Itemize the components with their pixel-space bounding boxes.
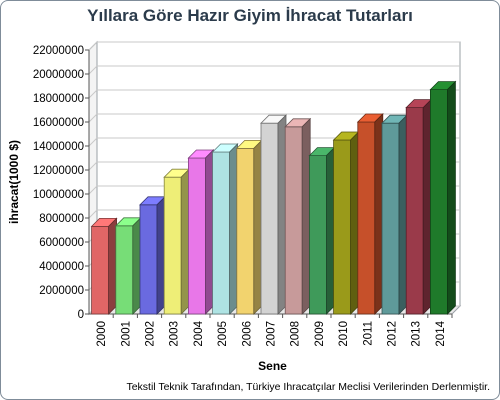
x-tick-label: 2006 xyxy=(241,321,253,347)
y-tick-label: 18000000 xyxy=(33,93,84,105)
bar-front xyxy=(163,176,182,315)
gridline-side xyxy=(88,161,98,171)
gridline-side xyxy=(88,89,98,99)
bar-front xyxy=(139,204,158,315)
y-tick-label: 14000000 xyxy=(33,141,84,153)
bar-front xyxy=(91,225,109,315)
x-tick-label: 2005 xyxy=(217,321,229,347)
gridline-side xyxy=(88,185,98,195)
bar-side xyxy=(325,146,335,315)
x-tick-label: 2010 xyxy=(338,321,350,347)
bar xyxy=(211,143,239,315)
bar xyxy=(332,131,360,315)
gridline-side xyxy=(88,209,98,219)
y-tick-label: 16000000 xyxy=(33,117,84,129)
x-axis-title: Sene xyxy=(258,359,287,373)
y-tick-label: 20000000 xyxy=(33,69,84,81)
x-tick-label: 2003 xyxy=(169,321,181,347)
bar xyxy=(429,80,457,315)
bar xyxy=(163,168,191,315)
source-note: Tekstil Teknik Tarafından, Türkiye Ihrac… xyxy=(126,381,490,393)
y-tick-label: 6000000 xyxy=(39,237,84,249)
x-tick-label: 2012 xyxy=(387,321,399,347)
y-tick-label: 0 xyxy=(78,309,84,321)
y-tick-label: 10000000 xyxy=(33,189,84,201)
bar-front xyxy=(236,147,255,315)
gridline-side xyxy=(88,41,98,51)
bar-side xyxy=(108,217,117,315)
bar-side xyxy=(253,139,263,315)
bar-front xyxy=(212,151,231,315)
bar-front xyxy=(357,121,376,315)
x-tick-label: 2001 xyxy=(120,321,132,347)
chart-labels: 0 2000000 4000000 6000000 8000000 10000000 120… xyxy=(7,45,447,373)
x-tick-label: 2000 xyxy=(96,321,108,347)
y-tick-label: 22000000 xyxy=(33,45,84,57)
y-tick-label: 12000000 xyxy=(33,165,84,177)
bar-front xyxy=(308,155,327,315)
x-tick-label: 2004 xyxy=(193,320,205,346)
bar xyxy=(405,98,433,315)
bar-side xyxy=(374,113,384,315)
bar xyxy=(114,216,142,315)
x-tick-label: 2009 xyxy=(314,321,326,347)
gridline-side xyxy=(88,137,98,147)
bar xyxy=(187,149,215,315)
bar-front xyxy=(429,89,448,315)
gridline-side xyxy=(88,113,98,123)
bar xyxy=(284,117,312,315)
x-tick-label: 2014 xyxy=(435,320,447,346)
x-tick-label: 2007 xyxy=(266,321,278,347)
bar-side xyxy=(398,114,408,315)
x-tick-label: 2002 xyxy=(145,321,157,347)
y-tick-label: 2000000 xyxy=(39,285,84,297)
bar xyxy=(308,146,336,315)
chart-bars xyxy=(90,80,457,315)
x-tick-label: 2011 xyxy=(362,321,374,346)
y-tick-label: 8000000 xyxy=(39,213,84,225)
bar xyxy=(260,114,287,315)
bar-front xyxy=(115,225,134,315)
bar-front xyxy=(187,157,206,315)
bar xyxy=(356,113,384,315)
gridline-side xyxy=(88,65,98,75)
y-tick-label: 4000000 xyxy=(39,261,84,273)
bar-front xyxy=(381,122,400,315)
bar-front xyxy=(260,122,279,315)
bar-side xyxy=(446,80,456,315)
chart-title: Yıllara Göre Hazır Giyim İhracat Tutarla… xyxy=(87,6,413,25)
bar xyxy=(235,139,263,315)
bar xyxy=(381,114,408,315)
bar-side xyxy=(204,149,214,315)
y-axis-title: ihracat(1000 $) xyxy=(7,140,21,224)
x-tick-label: 2008 xyxy=(290,321,302,347)
bar-side xyxy=(277,114,287,315)
x-tick-label: 2013 xyxy=(411,321,423,347)
bar xyxy=(139,195,166,315)
bar xyxy=(90,217,118,315)
bar-front xyxy=(284,126,303,315)
bar-front xyxy=(405,107,424,315)
bar-front xyxy=(333,139,352,315)
